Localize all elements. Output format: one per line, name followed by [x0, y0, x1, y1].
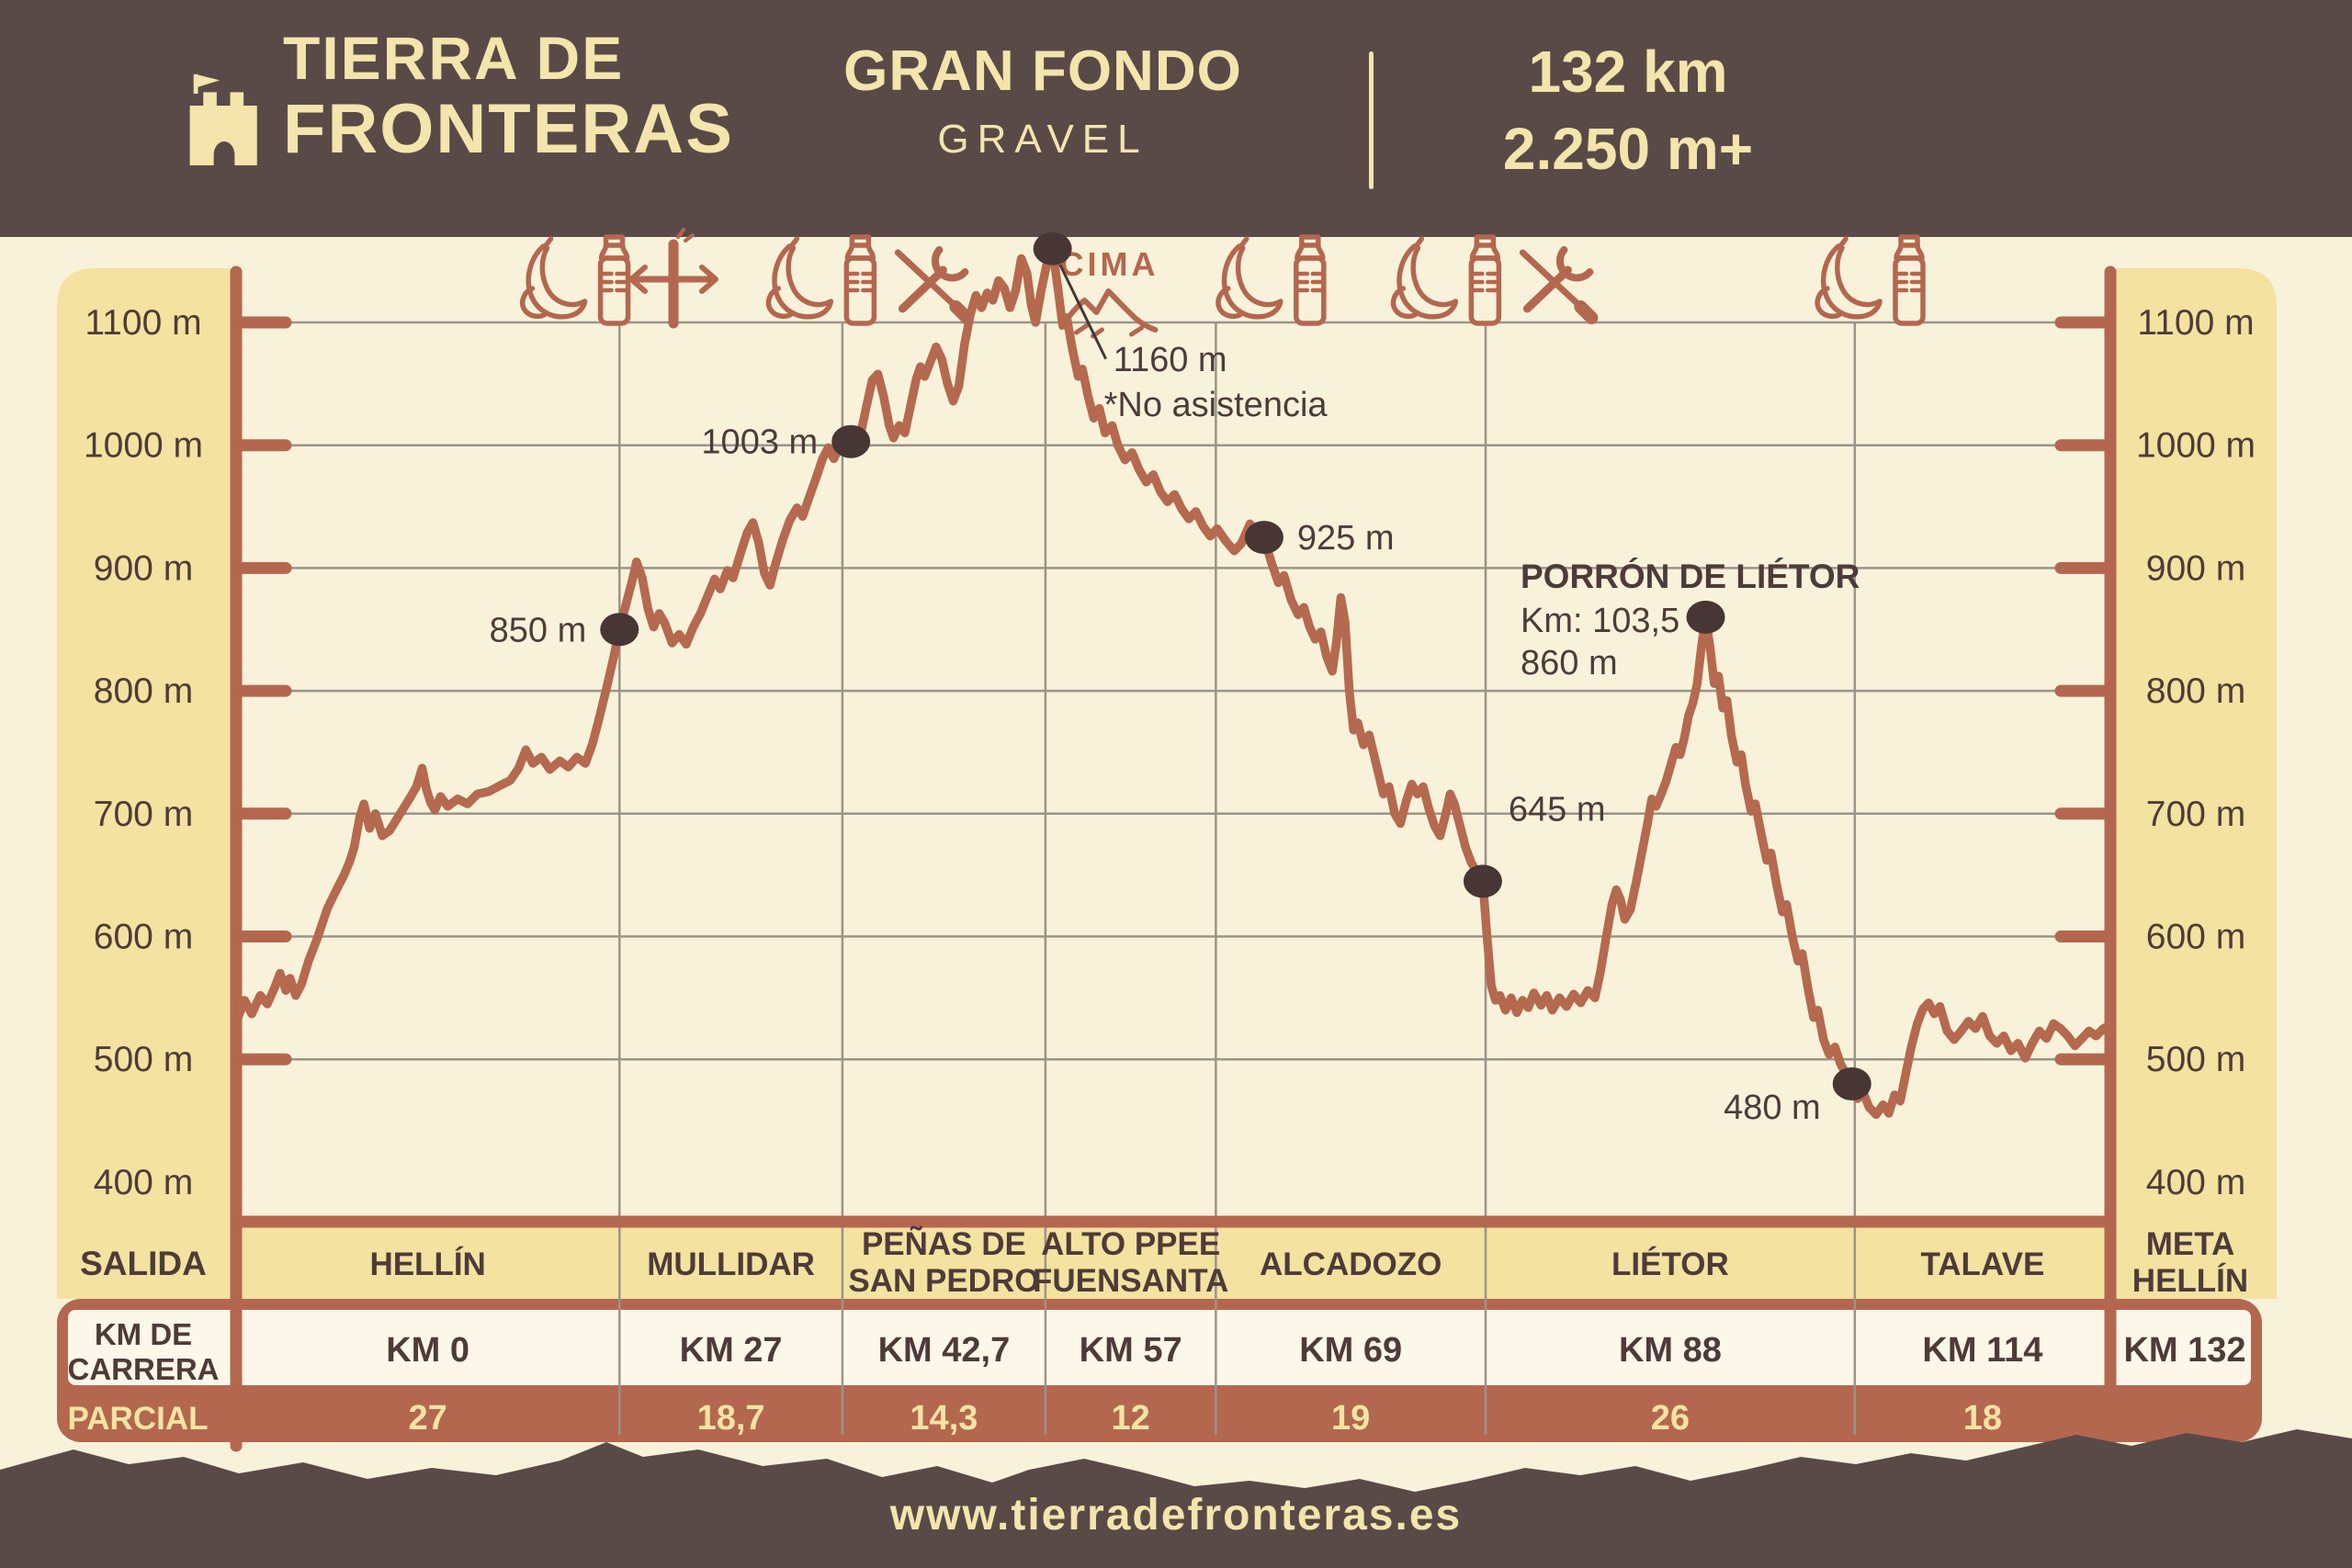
axis-panel-left	[57, 268, 231, 1299]
table-parcial-1: 18,7	[697, 1399, 765, 1438]
table-name-3: FUENSANTA	[1033, 1263, 1228, 1299]
y-axis-label-left-800: 800 m	[94, 671, 193, 711]
table-name-4: ALCADOZO	[1260, 1247, 1442, 1282]
table-km-3: KM 57	[1080, 1331, 1182, 1370]
bottle-icon	[1893, 234, 1926, 326]
signpost-icon	[628, 228, 718, 329]
y-axis-label-right-400: 400 m	[2146, 1163, 2245, 1202]
waypoint-dot-645m	[1463, 864, 1502, 898]
waypoint-label-1160: 1160 m	[1114, 341, 1227, 379]
leader-line	[1058, 264, 1107, 360]
table-finish-label: META	[2146, 1226, 2235, 1262]
waypoint-km-label: Km: 103,5	[1521, 602, 1679, 640]
waypoint-label-860: 860 m	[1521, 644, 1618, 682]
event-subtitle: GRAVEL	[937, 117, 1148, 162]
waypoint-note: *No asistencia	[1104, 386, 1329, 424]
table-km-2: KM 42,7	[878, 1331, 1011, 1370]
table-finish-label: HELLÍN	[2132, 1262, 2248, 1299]
table-name-2: PEÑAS DE	[862, 1226, 1026, 1262]
y-axis-label-right-1000: 1000 m	[2136, 426, 2256, 466]
table-km-row-bg	[68, 1310, 2251, 1385]
banana-icon	[520, 236, 588, 320]
waypoint-dot-860m	[1686, 600, 1725, 634]
y-axis-label-right-800: 800 m	[2146, 671, 2245, 711]
table-name-5: LIÉTOR	[1611, 1246, 1729, 1282]
table-parcial-2: 14,3	[910, 1399, 978, 1438]
y-axis-label-left-400: 400 m	[94, 1163, 193, 1202]
table-finish-km: KM 132	[2123, 1331, 2245, 1370]
y-axis-label-right-500: 500 m	[2146, 1040, 2245, 1079]
table-km-5: KM 88	[1619, 1331, 1722, 1370]
bottle-icon	[1468, 234, 1502, 326]
y-axis-label-left-1100: 1100 m	[85, 303, 201, 343]
waypoint-label-1003: 1003 m	[701, 423, 818, 462]
y-axis-label-right-900: 900 m	[2146, 548, 2245, 588]
waypoint-title: PORRÓN DE LIÉTOR	[1521, 557, 1860, 595]
bottle-icon	[1294, 234, 1327, 326]
bottle-icon	[597, 234, 631, 326]
axis-panel-right	[2116, 268, 2277, 1299]
table-names-row-bg	[57, 1227, 2277, 1299]
table-km-4: KM 69	[1299, 1331, 1402, 1370]
table-start-label: SALIDA	[80, 1245, 207, 1282]
bottle-icon	[843, 234, 877, 326]
footer-torn-band	[0, 1429, 2352, 1568]
event-stats: 132 km 2.250 m+	[1503, 33, 1753, 187]
banana-icon	[1815, 236, 1883, 320]
table-km-row-label: KM DE	[95, 1317, 192, 1351]
y-axis-label-right-600: 600 m	[2146, 918, 2245, 957]
table-parcial-label: PARCIAL	[68, 1401, 209, 1437]
banana-icon	[1390, 236, 1459, 320]
table-parcial-6: 18	[1963, 1399, 2002, 1438]
waypoint-label-925: 925 m	[1297, 519, 1395, 558]
waypoint-dot-480m	[1832, 1066, 1871, 1100]
table-name-3: ALTO PPEE	[1041, 1226, 1220, 1262]
table-km-row-label: CARRERA	[68, 1352, 220, 1386]
waypoint-dot-1160m	[1033, 231, 1072, 265]
brand-line2: FRONTERAS	[283, 90, 734, 168]
y-axis-label-right-700: 700 m	[2146, 795, 2245, 834]
table-name-6: TALAVE	[1921, 1247, 2045, 1282]
y-axis-label-left-500: 500 m	[94, 1040, 193, 1079]
table-name-1: MULLIDAR	[647, 1247, 815, 1282]
waypoint-dot-925m	[1244, 520, 1283, 554]
y-axis-label-left-1000: 1000 m	[84, 426, 203, 466]
table-km-6: KM 114	[1922, 1331, 2042, 1370]
table-km-1: KM 27	[680, 1331, 783, 1370]
table-name-2: SAN PEDRO	[848, 1263, 1039, 1299]
y-axis-label-left-600: 600 m	[94, 918, 193, 957]
castle-icon	[189, 73, 257, 165]
website-url: www.tierradefronteras.es	[889, 1491, 1463, 1540]
table-parcial-4: 19	[1331, 1399, 1370, 1438]
banana-icon	[765, 236, 834, 320]
table-parcial-0: 27	[408, 1399, 447, 1438]
header: TIERRA DE FRONTERAS GRAN FONDO GRAVEL 13…	[0, 0, 2352, 237]
waypoint-label-645: 645 m	[1509, 790, 1606, 829]
brand-logo: TIERRA DE FRONTERAS	[180, 28, 734, 165]
brand-line1: TIERRA DE	[283, 24, 625, 92]
banana-icon	[1216, 236, 1283, 320]
elevation-profile-line	[232, 244, 2115, 1120]
table-name-0: HELLÍN	[369, 1246, 485, 1282]
tools-icon	[894, 246, 974, 324]
distance-value: 132 km	[1528, 39, 1728, 105]
event-title-block: GRAN FONDO GRAVEL	[843, 39, 1242, 163]
y-axis-label-left-900: 900 m	[94, 548, 193, 588]
table-parcial-3: 12	[1111, 1399, 1149, 1438]
table-parcial-5: 26	[1651, 1399, 1690, 1438]
elevation-gain-value: 2.250 m+	[1502, 116, 1754, 182]
header-divider	[1369, 51, 1374, 189]
waypoint-label-850: 850 m	[490, 611, 587, 649]
tools-icon	[1519, 246, 1599, 324]
event-title: GRAN FONDO	[843, 39, 1242, 103]
waypoint-dot-1003m	[831, 424, 871, 458]
y-axis-label-left-700: 700 m	[94, 795, 193, 834]
table-km-0: KM 0	[386, 1331, 469, 1370]
summit-label: CIMA	[1059, 245, 1159, 283]
waypoint-dot-850m	[600, 613, 639, 647]
y-axis-label-right-1100: 1100 m	[2137, 303, 2254, 343]
waypoint-label-480: 480 m	[1724, 1089, 1821, 1127]
